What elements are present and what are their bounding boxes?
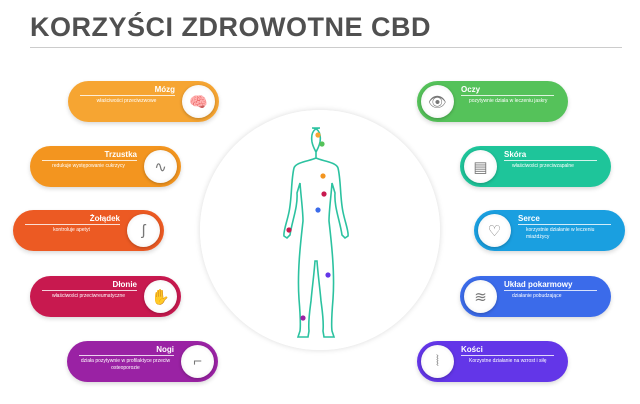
- benefit-description: Korzystne działanie na wzrost i siłę: [469, 358, 547, 364]
- benefit-card-left: Żołądek kontroluje apetyt ʃ: [13, 210, 164, 251]
- benefit-card-left: Mózg właściwości przeciwzwowe 🧠: [68, 81, 219, 122]
- benefit-title: Mózg: [80, 85, 175, 96]
- benefit-description: korzystnie działanie w leczeniu miażdżyc…: [526, 227, 595, 240]
- marker-dot: [300, 315, 306, 321]
- pancreas-icon: ∿: [144, 150, 177, 183]
- leg-icon: ⌐: [181, 345, 214, 378]
- bone-icon: ⦚: [421, 345, 454, 378]
- skin-icon: ▤: [464, 150, 497, 183]
- marker-dot: [319, 141, 325, 147]
- benefit-description: właściwości przeciwreumatyczne: [51, 293, 126, 299]
- intestine-icon: ≋: [464, 280, 497, 313]
- benefit-card-right: Serce korzystnie działanie w leczeniu mia…: [474, 210, 625, 251]
- benefit-card-left: Trzustka redukuje występowanie cukrzycy ∿: [30, 146, 181, 187]
- benefit-description: działa pozytywnie w profilaktyce przeciw…: [80, 358, 171, 371]
- benefit-title: Serce: [518, 214, 611, 225]
- benefit-title: Żołądek: [25, 214, 120, 225]
- title-divider: [30, 47, 622, 48]
- benefit-title: Nogi: [79, 345, 174, 356]
- benefit-card-right: Układ pokarmowy działanie pobudzające ≋: [460, 276, 611, 317]
- body-circle: [200, 110, 440, 350]
- benefit-title: Kości: [461, 345, 554, 356]
- benefit-title: Trzustka: [42, 150, 137, 161]
- benefit-title: Skóra: [504, 150, 597, 161]
- stomach-icon: ʃ: [127, 214, 160, 247]
- heart-icon: ♡: [478, 214, 511, 247]
- hand-icon: ✋: [144, 280, 177, 313]
- benefit-card-left: Dłonie właściwości przeciwreumatyczne ✋: [30, 276, 181, 317]
- marker-dot: [321, 191, 327, 197]
- benefit-description: działanie pobudzające: [512, 293, 562, 299]
- brain-icon: 🧠: [182, 85, 215, 118]
- page-title: KORZYŚCI ZDROWOTNE CBD: [30, 12, 431, 42]
- eye-icon: 👁: [421, 85, 454, 118]
- benefit-title: Układ pokarmowy: [504, 280, 597, 291]
- benefit-description: kontroluje apetyt: [53, 227, 90, 233]
- marker-dot: [315, 132, 321, 138]
- benefit-description: pozytywnie działa w leczeniu jaskry: [469, 98, 548, 104]
- benefit-title: Oczy: [461, 85, 554, 96]
- marker-dot: [320, 173, 326, 179]
- benefit-description: właściwości przeciwzapalne: [512, 163, 574, 169]
- benefit-card-right: Oczy pozytywnie działa w leczeniu jaskry 👁: [417, 81, 568, 122]
- benefit-card-left: Nogi działa pozytywnie w profilaktyce prz…: [67, 341, 218, 382]
- benefit-title: Dłonie: [42, 280, 137, 291]
- benefit-card-right: Kości Korzystne działanie na wzrost i sił…: [417, 341, 568, 382]
- marker-dot: [325, 272, 331, 278]
- benefit-description: redukuje występowanie cukrzycy: [52, 163, 125, 169]
- marker-dot: [315, 207, 321, 213]
- benefit-description: właściwości przeciwzwowe: [96, 98, 157, 104]
- marker-dot: [286, 227, 292, 233]
- benefit-card-right: Skóra właściwości przeciwzapalne ▤: [460, 146, 611, 187]
